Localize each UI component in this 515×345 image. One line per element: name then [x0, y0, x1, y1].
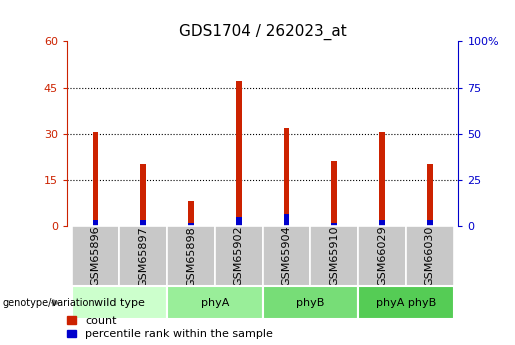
- Bar: [72, 226, 119, 286]
- Text: wild type: wild type: [94, 298, 145, 308]
- Bar: [236, 81, 242, 226]
- Bar: [141, 220, 146, 226]
- Bar: [406, 226, 454, 286]
- Bar: [284, 214, 289, 226]
- Bar: [263, 226, 311, 286]
- Text: phyB: phyB: [296, 298, 324, 308]
- Text: GSM65897: GSM65897: [139, 226, 148, 287]
- Text: GSM65904: GSM65904: [282, 226, 291, 286]
- Bar: [427, 165, 433, 226]
- Text: GSM66030: GSM66030: [425, 226, 435, 286]
- Bar: [141, 165, 146, 226]
- Bar: [358, 226, 406, 286]
- Bar: [331, 223, 337, 226]
- Bar: [379, 132, 385, 226]
- Bar: [263, 286, 358, 319]
- Text: GSM66029: GSM66029: [377, 226, 387, 286]
- Bar: [379, 220, 385, 226]
- Bar: [188, 223, 194, 226]
- Text: GSM65896: GSM65896: [91, 226, 100, 286]
- Bar: [311, 226, 358, 286]
- Bar: [72, 286, 167, 319]
- Text: phyA phyB: phyA phyB: [376, 298, 436, 308]
- Text: GSM65898: GSM65898: [186, 226, 196, 287]
- Text: genotype/variation: genotype/variation: [3, 298, 95, 308]
- Bar: [427, 220, 433, 226]
- Text: phyA: phyA: [201, 298, 229, 308]
- Bar: [93, 220, 98, 226]
- Bar: [119, 226, 167, 286]
- Bar: [331, 161, 337, 226]
- Bar: [188, 201, 194, 226]
- Bar: [93, 132, 98, 226]
- Bar: [236, 217, 242, 226]
- Bar: [215, 226, 263, 286]
- Bar: [284, 128, 289, 226]
- Title: GDS1704 / 262023_at: GDS1704 / 262023_at: [179, 24, 347, 40]
- Legend: count, percentile rank within the sample: count, percentile rank within the sample: [67, 316, 273, 339]
- Text: GSM65910: GSM65910: [329, 226, 339, 286]
- Text: GSM65902: GSM65902: [234, 226, 244, 286]
- Bar: [167, 286, 263, 319]
- Bar: [358, 286, 454, 319]
- Bar: [167, 226, 215, 286]
